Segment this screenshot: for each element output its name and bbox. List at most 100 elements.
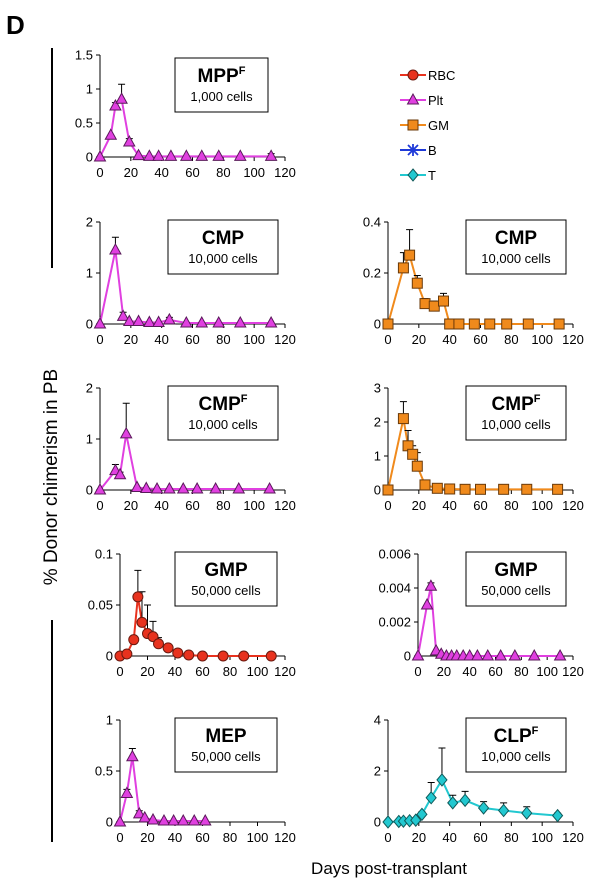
cell-type-box: GMP 50,000 cells — [174, 551, 278, 607]
data-point — [217, 650, 229, 662]
y-tick-label: 4 — [374, 713, 381, 728]
cell-type-box-border — [465, 717, 567, 773]
x-tick-label: 120 — [274, 830, 296, 845]
data-point — [521, 483, 533, 495]
data-point — [419, 298, 431, 310]
data-point — [195, 149, 209, 161]
data-point — [176, 813, 190, 826]
data-point — [187, 813, 201, 826]
data-point — [382, 484, 394, 496]
x-tick-label: 0 — [384, 830, 391, 845]
x-tick-label: 60 — [473, 830, 487, 845]
legend-label: T — [428, 168, 436, 183]
legend-item-rbc: RBC — [400, 68, 455, 83]
data-point — [551, 808, 564, 823]
cell-type-box-border — [167, 219, 279, 275]
data-point — [424, 579, 438, 591]
data-point — [521, 806, 533, 820]
cell-type-title: CMPF — [199, 393, 248, 415]
x-tick-label: 100 — [531, 498, 553, 513]
data-point — [212, 315, 226, 328]
x-tick-label: 20 — [124, 332, 138, 347]
x-tick-label: 60 — [488, 664, 502, 679]
x-tick-label: 0 — [384, 498, 391, 513]
cell-type-box-border — [174, 551, 278, 607]
data-point — [232, 481, 246, 494]
legend: RBC Plt GM BT — [400, 68, 455, 183]
x-tick-label: 0 — [414, 664, 421, 679]
x-tick-label: 20 — [412, 498, 426, 513]
y-tick-label: 1 — [86, 82, 93, 97]
x-tick-label: 0 — [96, 165, 103, 180]
cell-type-superscript: F — [534, 393, 541, 405]
x-tick-label: 40 — [442, 498, 456, 513]
y-tick-label: 0.05 — [88, 598, 113, 613]
y-tick-label: 1 — [86, 266, 93, 281]
data-point — [436, 773, 448, 787]
x-tick-label: 20 — [140, 664, 154, 679]
data-point — [150, 481, 164, 494]
data-point — [93, 149, 107, 162]
x-tick-label: 60 — [473, 498, 487, 513]
data-point — [553, 318, 565, 330]
data-point — [152, 315, 165, 327]
data-point — [93, 482, 107, 495]
x-tick-label: 60 — [185, 498, 199, 513]
legend-marker — [407, 168, 419, 182]
data-point — [152, 149, 165, 161]
data-point — [142, 149, 156, 161]
data-point — [212, 149, 226, 161]
cell-count-label: 50,000 cells — [481, 583, 551, 598]
data-point — [382, 815, 394, 829]
x-tick-label: 20 — [124, 498, 138, 513]
x-tick-label: 80 — [514, 664, 528, 679]
cell-type-box-border — [174, 717, 278, 773]
y-axis-label: % Donor chimerism in PB — [41, 369, 62, 585]
data-point — [132, 806, 146, 819]
data-point — [104, 128, 118, 140]
data-point — [468, 318, 480, 330]
data-point — [119, 426, 133, 439]
y-tick-label: 0.2 — [363, 266, 381, 281]
data-point — [139, 481, 153, 493]
data-point — [132, 314, 145, 326]
data-point — [190, 481, 204, 494]
y-tick-label: 0 — [86, 317, 93, 332]
x-tick-label: 60 — [195, 830, 209, 845]
data-point — [527, 648, 541, 661]
y-tick-label: 3 — [374, 381, 381, 396]
y-tick-label: 0 — [374, 483, 381, 498]
series-line — [387, 777, 558, 823]
data-point — [553, 648, 567, 661]
series-plt — [93, 402, 276, 495]
data-point — [438, 295, 449, 307]
cell-type-box: GMP 50,000 cells — [465, 551, 567, 607]
data-point — [411, 277, 423, 289]
x-tick-label: 40 — [442, 332, 456, 347]
cell-count-label: 50,000 cells — [191, 583, 261, 598]
x-tick-label: 120 — [274, 165, 296, 180]
data-point — [132, 148, 145, 161]
y-tick-label: 0 — [106, 649, 113, 664]
x-tick-label: 120 — [274, 498, 296, 513]
legend-marker — [406, 92, 420, 105]
cell-type-box: CLPF 10,000 cells — [465, 717, 567, 773]
data-point — [522, 318, 534, 330]
data-point — [121, 648, 133, 660]
chart-panel-1: 0 0.5 1 1.5 0 20 40 60 80 100 120 MPPF 1,000 cells — [75, 48, 296, 181]
x-tick-label: 80 — [504, 498, 518, 513]
data-point — [142, 315, 156, 327]
y-tick-label: 0.002 — [378, 615, 411, 630]
cell-type-box: CMPF 10,000 cells — [167, 385, 279, 441]
cell-type-box: CMP 10,000 cells — [465, 219, 567, 275]
x-tick-label: 100 — [531, 332, 553, 347]
data-point — [138, 810, 152, 823]
cell-type-superscript: F — [239, 65, 246, 77]
x-tick-label: 100 — [247, 830, 269, 845]
y-tick-label: 0 — [374, 815, 381, 830]
y-tick-label: 0 — [86, 483, 93, 498]
y-tick-label: 0 — [404, 649, 411, 664]
chart-panel-3: 0 0.2 0.4 0 20 40 60 80 100 120 CMP 10,000 cells — [363, 215, 584, 348]
